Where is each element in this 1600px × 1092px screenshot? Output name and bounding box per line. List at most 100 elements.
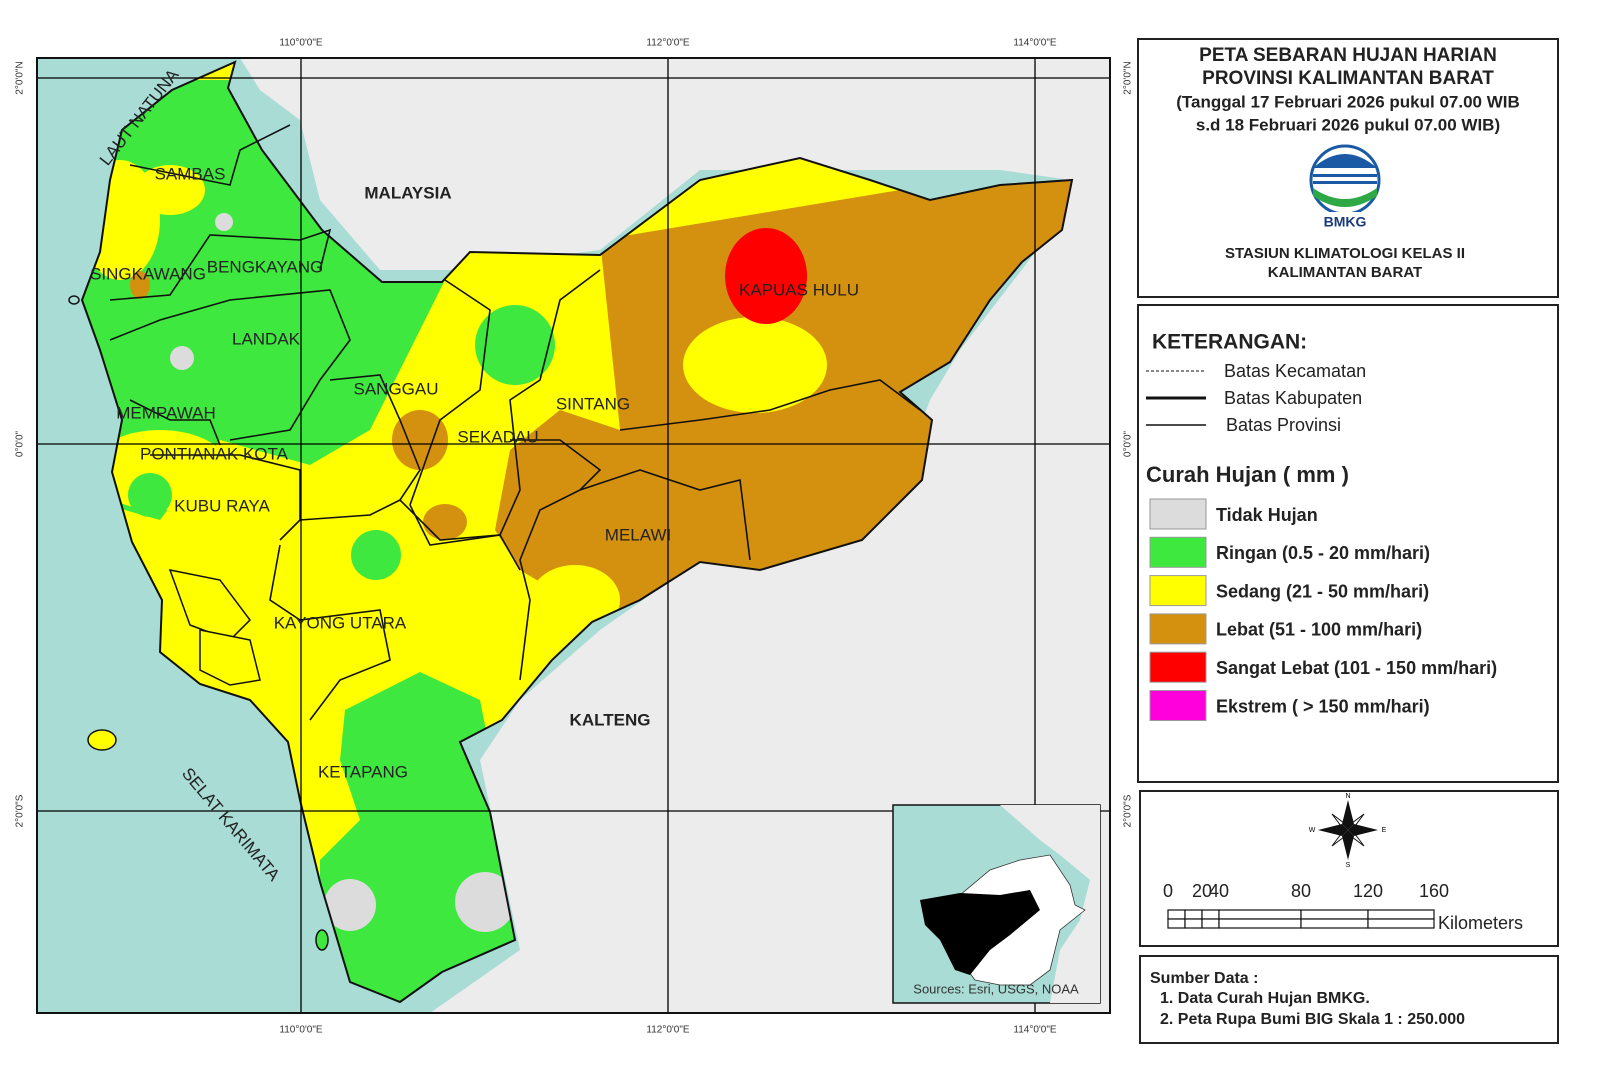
place-label: KETAPANG <box>318 762 408 781</box>
scale-segment <box>1367 909 1435 920</box>
island <box>168 569 251 641</box>
source-item: 2. Peta Rupa Bumi BIG Skala 1 : 250.000 <box>1160 1011 1465 1028</box>
scale-segment <box>1167 909 1186 920</box>
logo-top <box>1313 154 1377 168</box>
compass-arm <box>1342 830 1354 860</box>
legend-swatch <box>1149 690 1207 721</box>
boundary <box>619 379 921 431</box>
graticule <box>37 58 1110 1013</box>
legend-swatch <box>1149 613 1207 645</box>
legend-label: Tidak Hujan <box>1216 505 1318 525</box>
legend-line-label: Batas Kabupaten <box>1224 388 1362 408</box>
zone-ringan <box>351 530 401 580</box>
land-north <box>300 58 620 170</box>
source-panel <box>1139 955 1559 1044</box>
coord-label: 110°0'0"E <box>279 38 323 49</box>
scale-segment <box>1184 918 1203 929</box>
scale-tick-label: 80 <box>1291 881 1311 901</box>
compass: N S W E <box>1309 793 1387 869</box>
zone-tidak-hujan <box>324 879 376 931</box>
inset-credit: Sources: Esri, USGS, NOAA <box>913 981 1079 996</box>
zone-sangat-lebat <box>725 228 807 324</box>
zone-sedang <box>90 430 230 510</box>
scale-segment <box>1201 918 1220 929</box>
place-label: MELAWI <box>605 525 671 544</box>
island <box>199 629 261 686</box>
scale-segment <box>1218 909 1302 920</box>
title-line: PROVINSI KALIMANTAN BARAT <box>1202 68 1494 89</box>
title-line: PETA SEBARAN HUJAN HARIAN <box>1199 45 1497 66</box>
island <box>68 295 80 305</box>
rain-heading: Curah Hujan ( mm ) <box>1146 462 1349 487</box>
boundary <box>579 469 751 561</box>
station-name: KALIMANTAN BARAT <box>1268 264 1422 281</box>
zone-sedang <box>530 565 620 635</box>
legend-line-label: Batas Provinsi <box>1226 415 1341 435</box>
place-label: LANDAK <box>232 329 301 348</box>
place-label: KUBU RAYA <box>174 496 270 515</box>
coord-label: 2°0'0"N <box>1123 61 1134 94</box>
legend-label: Sedang (21 - 50 mm/hari) <box>1216 581 1429 601</box>
logo-text: BMKG <box>1324 214 1367 230</box>
boundary <box>129 399 221 446</box>
logo-plate <box>1315 212 1375 232</box>
boundary <box>150 454 301 541</box>
place-label: MEMPAWAH <box>116 403 215 422</box>
legend-label: Lebat (51 - 100 mm/hari) <box>1216 620 1422 640</box>
boundary <box>129 124 291 186</box>
legend-swatch <box>1149 651 1207 683</box>
coord-label: 2°0'0"S <box>1123 794 1134 827</box>
title-line: (Tanggal 17 Februari 2026 pukul 07.00 WI… <box>1176 92 1520 111</box>
place-label: SINGKAWANG <box>90 264 206 283</box>
zone-tidak-hujan <box>455 872 515 932</box>
legend-line-label: Batas Kecamatan <box>1224 361 1366 381</box>
coord-label: 110°0'0"E <box>279 1025 323 1036</box>
place-label: PONTIANAK KOTA <box>140 444 289 463</box>
scale-tick-label: 0 <box>1163 881 1173 901</box>
logo-bottom <box>1313 188 1377 207</box>
place-label: KAYONG UTARA <box>274 613 407 632</box>
inset-map: Sources: Esri, USGS, NOAA <box>892 804 1101 1004</box>
coord-label: 114°0'0"E <box>1013 1025 1057 1036</box>
coord-label: 114°0'0"E <box>1013 38 1057 49</box>
compass-label: E <box>1382 827 1387 834</box>
scale-tick-label: 160 <box>1419 881 1449 901</box>
legend-swatch <box>1149 498 1207 530</box>
scale-tick-label: 120 <box>1353 881 1383 901</box>
coord-label: 2°0'0"S <box>15 794 26 827</box>
source-heading: Sumber Data : <box>1150 970 1258 987</box>
place-label: SEKADAU <box>457 427 538 446</box>
map-body: SAMBAS SINGKAWANG BENGKAYANG LANDAK MEMPAWAH… <box>37 58 1110 1013</box>
zone-ringan <box>128 473 172 517</box>
boundary <box>299 499 521 571</box>
legend-panel <box>1137 304 1559 783</box>
coord-label: 112°0'0"E <box>646 38 690 49</box>
scale-tick-label: 40 <box>1209 881 1229 901</box>
boundary <box>329 374 421 501</box>
station-name: STASIUN KLIMATOLOGI KELAS II <box>1225 245 1465 262</box>
scale-unit: Kilometers <box>1438 913 1523 933</box>
zone-lebat <box>423 504 467 540</box>
boundary <box>269 544 391 721</box>
land <box>240 58 1110 1013</box>
scale-segment <box>1218 918 1302 929</box>
coord-label: 0°0'0" <box>15 430 26 457</box>
compass-rose <box>1331 813 1365 847</box>
zone-sedang <box>135 165 205 215</box>
legend-label: Ekstrem ( > 150 mm/hari) <box>1216 696 1430 716</box>
province-boundary <box>80 60 1074 1004</box>
zone-tidak-hujan <box>170 346 194 370</box>
region-label: KALTENG <box>570 710 651 729</box>
scale-segment <box>1201 909 1220 920</box>
scale-tick-label: 20 <box>1192 881 1212 901</box>
zone-ringan <box>475 305 555 385</box>
legend-swatch <box>1149 575 1207 607</box>
logo-band <box>1313 174 1377 177</box>
logo: BMKG <box>1309 144 1381 232</box>
logo-band <box>1313 181 1377 184</box>
title-line: s.d 18 Februari 2026 pukul 07.00 WIB) <box>1196 115 1500 134</box>
